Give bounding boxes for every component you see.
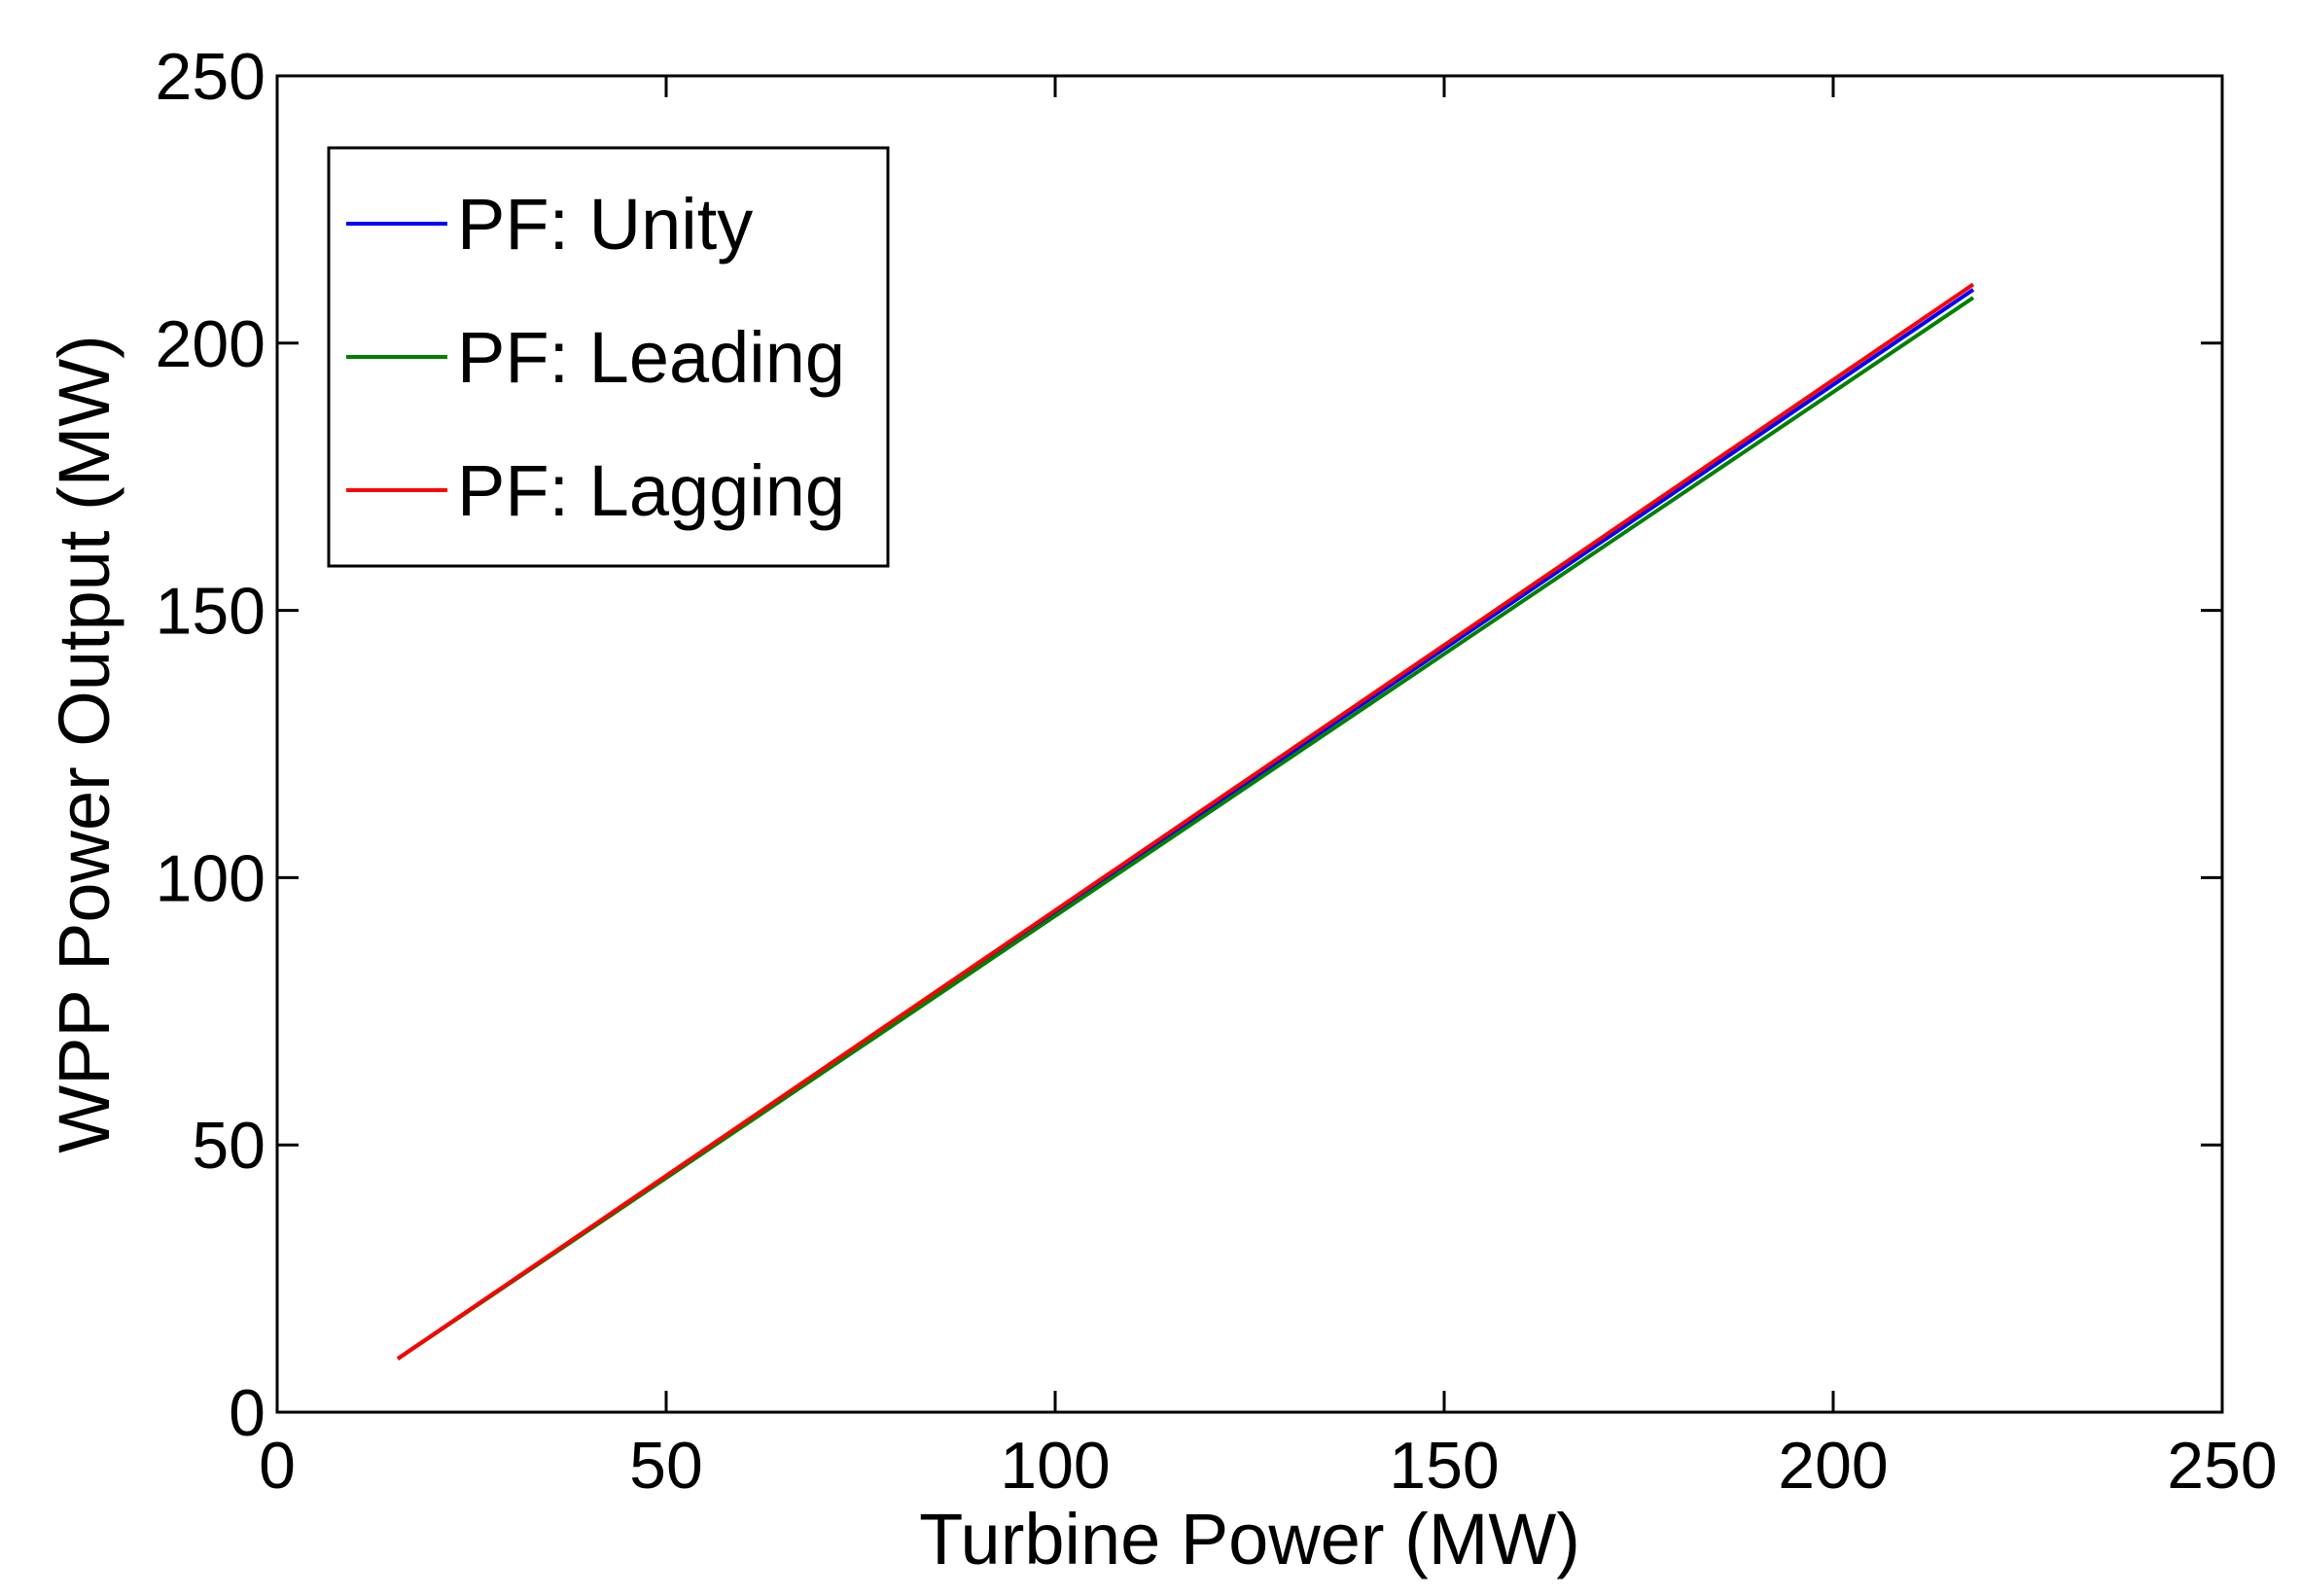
x-tick-label: 0 xyxy=(259,1429,296,1503)
y-tick-label: 250 xyxy=(156,40,265,114)
legend-label-3: PF: Lagging xyxy=(457,450,845,531)
y-tick-label: 100 xyxy=(156,841,265,915)
x-tick-label: 250 xyxy=(2167,1429,2277,1503)
series-layer xyxy=(396,282,1975,1361)
legend-label-1: PF: Unity xyxy=(457,184,753,265)
y-axis-label: WPP Power Output (MW) xyxy=(44,335,124,1153)
y-tick-label: 150 xyxy=(156,575,265,649)
y-tick-label: 50 xyxy=(192,1109,265,1183)
x-axis-label: Turbine Power (MW) xyxy=(919,1499,1580,1579)
series-line-3 xyxy=(396,282,1975,1361)
x-tick-label: 200 xyxy=(1778,1429,1888,1503)
x-tick-label: 150 xyxy=(1389,1429,1499,1503)
tick-layer: 0 50 100 150 200 250 0 50 100 150 200 250 xyxy=(156,40,2278,1503)
plot-area-frame xyxy=(275,74,2224,1414)
y-tick-label: 200 xyxy=(156,307,265,381)
y-tick-label: 0 xyxy=(229,1376,265,1450)
x-tick-label: 100 xyxy=(1000,1429,1110,1503)
legend: PF: Unity PF: Leading PF: Lagging xyxy=(327,146,890,568)
legend-label-2: PF: Leading xyxy=(457,317,845,398)
x-tick-label: 50 xyxy=(629,1429,703,1503)
